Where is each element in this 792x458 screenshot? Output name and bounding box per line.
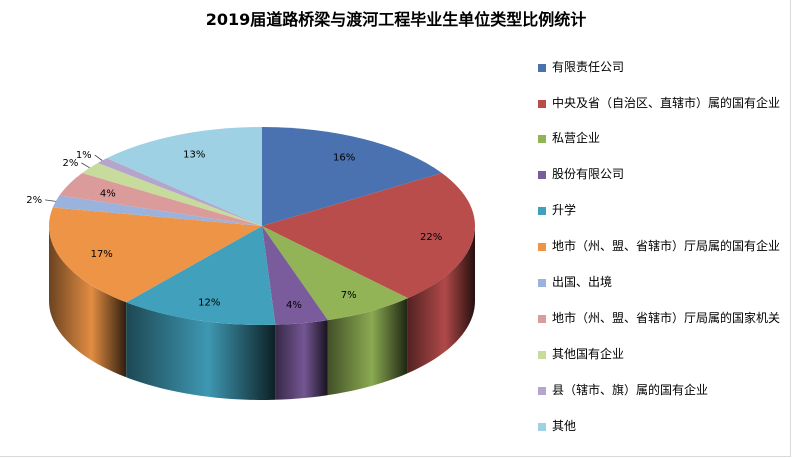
legend-label-4: 股份有限公司	[552, 167, 625, 181]
legend-item-9: 其他国有企业	[538, 347, 792, 362]
pie-side-4	[275, 320, 328, 400]
legend-label-5: 升学	[552, 203, 577, 217]
legend-label-8: 地市（州、盟、省辖市）厅局属的国家机关	[552, 311, 781, 325]
pie-slice-10	[97, 158, 262, 226]
pie-slice-6	[48, 207, 263, 303]
legend-item-2: 中央及省（自治区、直辖市）属的国有企业	[538, 96, 792, 111]
pie-slice-1	[262, 127, 442, 226]
leader-line-10	[94, 154, 103, 161]
legend-item-4: 股份有限公司	[538, 167, 792, 182]
legend-swatch-8	[538, 315, 546, 323]
legend-item-10: 县（辖市、旗）属的国有企业	[538, 383, 792, 398]
legend-swatch-5	[538, 207, 546, 215]
data-label-4: 4%	[286, 300, 302, 311]
pie-side-2	[407, 226, 475, 374]
legend-label-10: 县（辖市、旗）属的国有企业	[552, 383, 709, 397]
data-label-2: 22%	[420, 232, 442, 243]
leader-line-9	[81, 162, 90, 169]
data-label-10: 1%	[76, 150, 92, 161]
pie-slice-5	[126, 226, 276, 325]
legend-swatch-10	[538, 387, 546, 395]
legend-label-2: 中央及省（自治区、直辖市）属的国有企业	[552, 96, 781, 110]
legend-label-9: 其他国有企业	[552, 347, 625, 361]
legend-item-8: 地市（州、盟、省辖市）厅局属的国家机关	[538, 311, 792, 326]
legend-item-6: 地市（州、盟、省辖市）厅局属的国有企业	[538, 239, 792, 254]
data-label-6: 17%	[91, 249, 113, 260]
legend-label-11: 其他	[552, 419, 577, 433]
legend-label-3: 私营企业	[552, 131, 601, 145]
legend-swatch-1	[538, 64, 546, 72]
pie-side-3	[327, 298, 408, 396]
data-label-3: 7%	[341, 290, 357, 301]
pie-side-5	[126, 302, 276, 400]
legend-swatch-2	[538, 100, 546, 108]
pie-slice-11	[106, 127, 262, 226]
pie-slice-3	[262, 226, 408, 321]
legend-item-3: 私营企业	[538, 131, 792, 146]
legend-swatch-9	[538, 351, 546, 359]
legend-label-7: 出国、出境	[552, 275, 613, 289]
pie-side-6	[49, 226, 127, 378]
pie-slice-2	[262, 172, 476, 299]
leader-line-7	[45, 199, 56, 202]
pie-slice-8	[59, 172, 262, 226]
pie-slice-7	[52, 195, 262, 226]
legend-swatch-7	[538, 279, 546, 287]
chart-title: 2019届道路桥梁与渡河工程毕业生单位类型比例统计	[205, 10, 587, 29]
legend-item-1: 有限责任公司	[538, 60, 792, 75]
legend-swatch-4	[538, 171, 546, 179]
legend-label-1: 有限责任公司	[552, 60, 625, 74]
legend-swatch-6	[538, 243, 546, 251]
data-label-1: 16%	[333, 153, 355, 164]
legend-swatch-11	[538, 423, 546, 431]
data-label-5: 12%	[198, 297, 220, 308]
data-label-8: 4%	[100, 188, 116, 199]
legend-item-11: 其他	[538, 419, 792, 434]
pie-slice-9	[82, 162, 262, 226]
pie-slice-4	[262, 226, 328, 325]
legend-swatch-3	[538, 135, 546, 143]
data-label-7: 2%	[26, 195, 42, 206]
data-label-11: 13%	[183, 149, 205, 160]
data-label-9: 2%	[63, 158, 79, 169]
legend-item-5: 升学	[538, 203, 792, 218]
legend-label-6: 地市（州、盟、省辖市）厅局属的国有企业	[552, 239, 781, 253]
legend-item-7: 出国、出境	[538, 275, 792, 290]
